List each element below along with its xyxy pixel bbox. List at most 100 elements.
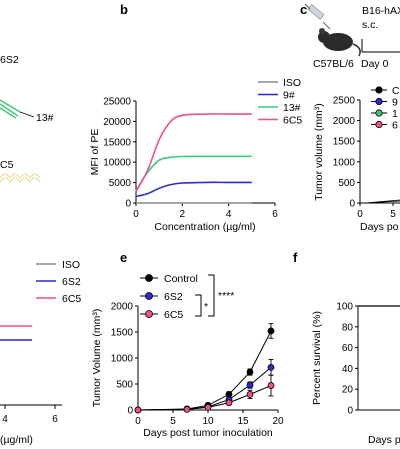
panel-a-yellow-strand-icon: [0, 173, 41, 183]
panel-b-ylabel: MFI of PE: [89, 129, 101, 176]
panel-e: 0 500 1000 1500 2000 0 5 10 15 20 Tumor Volume (…: [91, 273, 284, 439]
panel-c-ytick-label: 2000: [333, 116, 356, 127]
panel-f-ytick-label: 100: [336, 302, 353, 313]
panel-e-legend-label: Control: [164, 273, 198, 285]
panel-b-legend-label: 9#: [283, 89, 295, 101]
panel-e-legend-label: 6S2: [164, 291, 183, 303]
panel-letter-e: e: [120, 250, 127, 265]
panel-letter-b: b: [120, 2, 128, 17]
panel-b-legend-label: 13#: [283, 102, 301, 114]
panel-b-xtick-label: 4: [226, 209, 232, 220]
panel-c-xlabel: Days po: [360, 221, 399, 233]
panel-f-ytick-label: 0: [347, 406, 353, 417]
panel-b-line-6c5: [135, 113, 252, 192]
panel-c-legend-marker: [375, 109, 383, 117]
panel-c-legend-marker: [375, 97, 383, 106]
panel-c-ytick-label: 1000: [333, 157, 356, 168]
panel-c-legend-marker: [375, 120, 383, 129]
panel-f-ylabel: Percent survival (%): [311, 311, 323, 405]
panel-b-xlabel: Concentration (µg/ml): [154, 221, 255, 233]
panel-e-point-6s2: [246, 381, 254, 389]
panel-e-xtick-label: 10: [202, 416, 214, 427]
panel-e-ytick-label: 0: [127, 406, 133, 417]
panel-f-ytick-label: 20: [342, 385, 354, 396]
panel-e-xtick-label: 0: [135, 416, 141, 427]
panel-b-legend-label: ISO: [283, 77, 301, 89]
panel-d-legend-6s2: 6S2: [62, 276, 81, 288]
panel-c-xtick-label: 5: [390, 209, 396, 220]
panel-b-ytick-label: 15000: [103, 137, 131, 148]
panel-e-legend: Control 6S2 6C5: [140, 273, 198, 321]
panel-d-tick-label: 4: [2, 414, 8, 425]
panel-e-point-6c5: [267, 382, 275, 389]
model-label: B16-hAXL: [362, 5, 400, 17]
panel-e-xtick-label: 20: [272, 416, 284, 427]
panel-b-ytick-label: 10000: [103, 158, 131, 169]
panel-e-legend-label: 6C5: [164, 309, 183, 321]
panel-e-point-6c5: [204, 403, 212, 411]
panel-c-ytick-label: 0: [349, 199, 355, 210]
mouse-icon: [318, 28, 361, 57]
panel-b-legend-label: 6C5: [283, 114, 302, 126]
panel-e-point-control: [267, 327, 275, 335]
panel-f-ytick-label: 60: [342, 343, 354, 354]
panel-c-ylabel: Tumor volume (mm³): [313, 103, 325, 201]
panel-b-ytick-label: 25000: [103, 97, 131, 108]
significance-control-vs-6c5: ****: [218, 290, 234, 302]
panel-c-legend-marker: [375, 86, 383, 94]
panel-c-legend-label: 6: [392, 119, 398, 131]
panel-c-data-fragment: [365, 199, 400, 204]
panel-e-point-6c5: [225, 399, 233, 407]
panel-a-label-6s2: 6S2: [0, 54, 19, 66]
panel-e-point-6c5: [246, 390, 254, 398]
panel-f-ytick-label: 80: [342, 322, 354, 333]
panel-e-point-6s2: [267, 363, 275, 371]
panel-c-ytick-label: 500: [338, 178, 355, 189]
panel-b: 0 5000 10000 15000 20000 25000 0 2 4 6 MFI of PE…: [89, 77, 302, 233]
panel-e-legend-marker: [145, 274, 153, 282]
panel-b-xtick-label: 6: [272, 209, 278, 220]
panel-a-connector: [19, 111, 35, 118]
panel-letter-c: c: [300, 2, 307, 17]
panel-c-ytick-label: 1500: [333, 137, 356, 148]
panel-d: 4 6 (µg/ml) ISO 6S2 6C5: [0, 259, 81, 446]
panel-e-xtick-label: 15: [237, 416, 249, 427]
panel-a-fragment: 6S2 13# C5: [0, 54, 54, 183]
panel-d-xlabel: (µg/ml): [0, 434, 33, 446]
panel-letter-f: f: [293, 250, 298, 265]
panel-d-tick-label: 6: [52, 414, 58, 425]
panel-e-ytick-label: 500: [116, 380, 133, 391]
panel-b-line-13: [135, 155, 252, 192]
panel-b-ytick-label: 0: [125, 199, 131, 210]
panel-a-green-strand-icon: [0, 99, 21, 119]
significance-brackets: [195, 274, 215, 317]
panel-c-xtick-label: 0: [357, 209, 363, 220]
syringe-icon: [304, 3, 331, 30]
panel-e-ytick-label: 2000: [111, 302, 134, 313]
panel-e-legend-marker: [145, 310, 153, 318]
panel-e-point-control: [246, 368, 254, 376]
panel-e-xlabel: Days post tumor inoculation: [143, 427, 273, 439]
panel-e-xtick-label: 5: [170, 416, 176, 427]
mouse-strain-label: C57BL/6: [313, 58, 354, 70]
panel-c-legend-label: 1: [392, 108, 398, 120]
panel-e-legend-marker: [145, 292, 153, 300]
panel-c: C57BL/6 B16-hAXL s.c. Day 0 0 500 1000 1500…: [304, 3, 400, 233]
panel-b-ytick-label: 5000: [109, 178, 132, 189]
panel-e-ytick-label: 1000: [111, 354, 134, 365]
panel-d-legend-6c5: 6C5: [62, 293, 81, 305]
panel-f-ytick-label: 40: [342, 364, 354, 375]
panel-e-point-6c5: [134, 406, 142, 414]
significance-6s2-vs-6c5: *: [204, 301, 208, 313]
panel-e-ylabel: Tumor Volume (mm³): [91, 309, 103, 408]
panel-e-line-6c5: [137, 385, 272, 411]
panel-c-ytick-label: 2500: [333, 96, 356, 107]
panel-a-label-6c5: C5: [0, 159, 14, 171]
panel-b-xtick-label: 0: [133, 209, 139, 220]
panel-b-ytick-label: 20000: [103, 117, 131, 128]
panel-b-xtick-label: 2: [180, 209, 186, 220]
route-label: s.c.: [362, 19, 378, 31]
panel-a-label-13: 13#: [36, 112, 54, 124]
